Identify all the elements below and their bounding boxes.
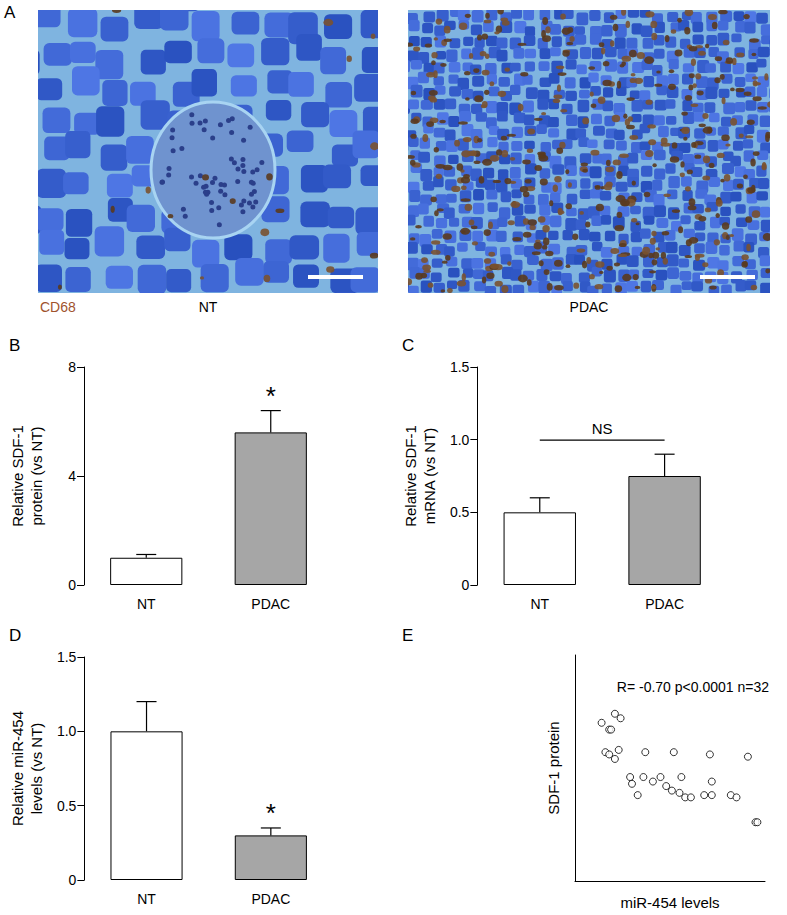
svg-text:NT: NT [137,891,156,907]
svg-text:miR-454 levels: miR-454 levels [620,894,719,911]
svg-text:8: 8 [68,359,76,375]
svg-text:Relative SDF-1: Relative SDF-1 [402,425,419,527]
svg-text:Relative SDF-1: Relative SDF-1 [9,425,26,527]
svg-text:*: * [266,381,276,411]
svg-text:0: 0 [462,577,470,593]
svg-text:1.0: 1.0 [57,723,77,739]
svg-text:SDF-1 protein: SDF-1 protein [545,721,562,814]
svg-text:NS: NS [592,420,613,437]
svg-text:E: E [402,626,413,645]
svg-text:4: 4 [68,468,76,484]
svg-text:0: 0 [69,872,77,888]
svg-text:mRNA (vs NT): mRNA (vs NT) [421,428,438,525]
svg-text:*: * [266,798,276,828]
svg-text:levels (vs NT): levels (vs NT) [28,723,45,815]
svg-text:NT: NT [199,299,218,315]
svg-text:0: 0 [68,577,76,593]
svg-text:PDAC: PDAC [251,891,290,907]
svg-text:0.5: 0.5 [450,504,470,520]
svg-text:Relative miR-454: Relative miR-454 [9,711,26,826]
svg-text:CD68: CD68 [40,299,76,315]
svg-text:PDAC: PDAC [570,299,609,315]
svg-text:R= -0.70 p<0.0001 n=32: R= -0.70 p<0.0001 n=32 [617,679,769,695]
svg-text:1.0: 1.0 [450,432,470,448]
svg-text:D: D [9,626,21,645]
svg-text:PDAC: PDAC [645,596,684,612]
svg-text:C: C [402,336,414,355]
svg-text:A: A [4,3,16,22]
svg-text:1.5: 1.5 [450,359,470,375]
svg-text:protein (vs NT): protein (vs NT) [28,426,45,525]
svg-text:B: B [9,336,20,355]
svg-text:1.5: 1.5 [57,649,77,665]
svg-text:NT: NT [137,596,156,612]
svg-text:NT: NT [530,596,549,612]
svg-text:0.5: 0.5 [57,798,77,814]
svg-text:PDAC: PDAC [251,596,290,612]
